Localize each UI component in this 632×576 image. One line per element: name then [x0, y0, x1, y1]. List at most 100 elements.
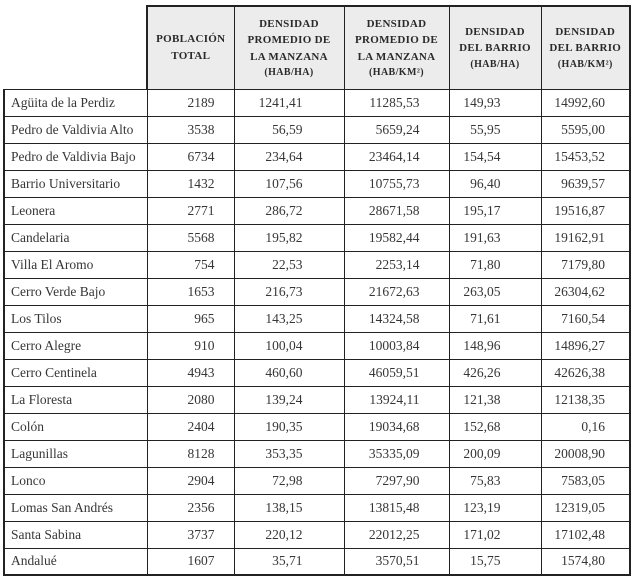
row-label: Colón	[3, 412, 148, 441]
value-cell: 2356	[146, 493, 235, 522]
value-cell: 7583,05	[540, 466, 631, 495]
table-row: Barrio Universitario 1432 107,56 10755,73 96…	[3, 169, 631, 198]
value-cell: 2253,14	[343, 250, 450, 279]
value-cell: 11285,53	[343, 88, 450, 117]
row-label: Santa Sabina	[3, 520, 148, 549]
row-label: Barrio Universitario	[3, 169, 148, 198]
row-label: Candelaria	[3, 223, 148, 252]
row-label: Cerro Alegre	[3, 331, 148, 360]
column-header-densidad-manzana-hab-km2: DENSIDAD PROMEDIO DE LA MANZANA (HAB/KM²…	[343, 5, 450, 90]
value-cell: 12319,05	[540, 493, 631, 522]
value-cell: 234,64	[233, 142, 345, 171]
value-cell: 2080	[146, 385, 235, 414]
table-row: La Floresta 2080 139,24 13924,11 121,38 12138…	[3, 385, 631, 414]
value-cell: 10755,73	[343, 169, 450, 198]
table-row: Santa Sabina 3737 220,12 22012,25 171,02 1710…	[3, 520, 631, 549]
column-header-unit: (HAB/KM²)	[369, 67, 424, 78]
value-cell: 22,53	[233, 250, 345, 279]
value-cell: 19582,44	[343, 223, 450, 252]
value-cell: 26304,62	[540, 277, 631, 306]
value-cell: 5659,24	[343, 115, 450, 144]
value-cell: 35335,09	[343, 439, 450, 468]
value-cell: 17102,48	[540, 520, 631, 549]
value-cell: 14324,58	[343, 304, 450, 333]
value-cell: 1241,41	[233, 88, 345, 117]
value-cell: 19516,87	[540, 196, 631, 225]
value-cell: 46059,51	[343, 358, 450, 387]
value-cell: 754	[146, 250, 235, 279]
value-cell: 12138,35	[540, 385, 631, 414]
value-cell: 1574,80	[540, 547, 631, 576]
table-row: Agüita de la Perdiz 2189 1241,41 11285,53 14…	[3, 88, 631, 117]
value-cell: 200,09	[448, 439, 542, 468]
value-cell: 5595,00	[540, 115, 631, 144]
row-label: Leonera	[3, 196, 148, 225]
row-label: Pedro de Valdivia Bajo	[3, 142, 148, 171]
value-cell: 107,56	[233, 169, 345, 198]
table-row: Lomas San Andrés 2356 138,15 13815,48 123,19…	[3, 493, 631, 522]
column-header-poblacion-total: POBLACIÓN TOTAL	[146, 5, 235, 90]
value-cell: 195,82	[233, 223, 345, 252]
row-label: Lagunillas	[3, 439, 148, 468]
value-cell: 5568	[146, 223, 235, 252]
value-cell: 22012,25	[343, 520, 450, 549]
column-header-densidad-barrio-hab-ha: DENSIDAD DEL BARRIO (HAB/HA)	[448, 5, 542, 90]
row-label: Agüita de la Perdiz	[3, 88, 148, 117]
value-cell: 8128	[146, 439, 235, 468]
row-label: Andalué	[3, 547, 148, 576]
value-cell: 286,72	[233, 196, 345, 225]
row-label: Lomas San Andrés	[3, 493, 148, 522]
table-row: Los Tilos 965 143,25 14324,58 71,61 7160,54	[3, 304, 631, 333]
value-cell: 2189	[146, 88, 235, 117]
table-row: Leonera 2771 286,72 28671,58 195,17 19516,87	[3, 196, 631, 225]
table-row: Andalué 1607 35,71 3570,51 15,75 1574,80	[3, 547, 631, 576]
column-header-densidad-barrio-hab-km2: DENSIDAD DEL BARRIO (HAB/KM²)	[540, 5, 631, 90]
row-label: Villa El Aromo	[3, 250, 148, 279]
value-cell: 460,60	[233, 358, 345, 387]
table-row: Villa El Aromo 754 22,53 2253,14 71,80 7179,8…	[3, 250, 631, 279]
value-cell: 6734	[146, 142, 235, 171]
value-cell: 3538	[146, 115, 235, 144]
value-cell: 75,83	[448, 466, 542, 495]
value-cell: 263,05	[448, 277, 542, 306]
table-header: POBLACIÓN TOTAL DENSIDAD PROMEDIO DE LA …	[4, 5, 631, 90]
row-label: Pedro de Valdivia Alto	[3, 115, 148, 144]
value-cell: 353,35	[233, 439, 345, 468]
value-cell: 171,02	[448, 520, 542, 549]
value-cell: 426,26	[448, 358, 542, 387]
value-cell: 4943	[146, 358, 235, 387]
value-cell: 15453,52	[540, 142, 631, 171]
value-cell: 20008,90	[540, 439, 631, 468]
value-cell: 19034,68	[343, 412, 450, 441]
value-cell: 71,80	[448, 250, 542, 279]
value-cell: 2904	[146, 466, 235, 495]
value-cell: 3737	[146, 520, 235, 549]
table-row: Lonco 2904 72,98 7297,90 75,83 7583,05	[3, 466, 631, 495]
table-row: Colón 2404 190,35 19034,68 152,68 0,16	[3, 412, 631, 441]
table-row: Pedro de Valdivia Alto 3538 56,59 5659,24 55…	[3, 115, 631, 144]
table-row: Cerro Centinela 4943 460,60 46059,51 426,26 4…	[3, 358, 631, 387]
value-cell: 152,68	[448, 412, 542, 441]
value-cell: 154,54	[448, 142, 542, 171]
value-cell: 2404	[146, 412, 235, 441]
value-cell: 14896,27	[540, 331, 631, 360]
table-row: Lagunillas 8128 353,35 35335,09 200,09 20008,…	[3, 439, 631, 468]
value-cell: 965	[146, 304, 235, 333]
value-cell: 195,17	[448, 196, 542, 225]
value-cell: 14992,60	[540, 88, 631, 117]
table-body: Agüita de la Perdiz 2189 1241,41 11285,53 14…	[3, 88, 631, 576]
row-label: Cerro Verde Bajo	[3, 277, 148, 306]
header-row: POBLACIÓN TOTAL DENSIDAD PROMEDIO DE LA …	[4, 5, 631, 90]
value-cell: 15,75	[448, 547, 542, 576]
table-row: Cerro Alegre 910 100,04 10003,84 148,96 14896…	[3, 331, 631, 360]
value-cell: 7297,90	[343, 466, 450, 495]
column-header-unit: (HAB/KM²)	[557, 58, 613, 70]
value-cell: 220,12	[233, 520, 345, 549]
density-table: POBLACIÓN TOTAL DENSIDAD PROMEDIO DE LA …	[3, 5, 631, 576]
value-cell: 3570,51	[343, 547, 450, 576]
column-header-label: DENSIDAD DEL BARRIO	[549, 25, 622, 55]
value-cell: 910	[146, 331, 235, 360]
value-cell: 23464,14	[343, 142, 450, 171]
value-cell: 96,40	[448, 169, 542, 198]
